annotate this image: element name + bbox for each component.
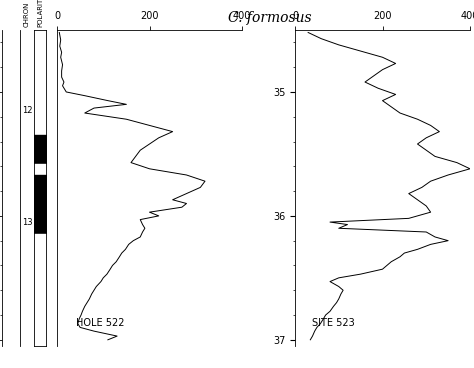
Text: HOLE 522: HOLE 522 [75,318,124,328]
Text: SITE 523: SITE 523 [312,318,355,328]
Text: 12: 12 [22,106,32,115]
Text: 13: 13 [22,217,32,227]
Text: CHRON: CHRON [24,1,30,27]
Text: POLARITY: POLARITY [37,0,43,27]
Text: C. formosus: C. formosus [228,11,312,25]
